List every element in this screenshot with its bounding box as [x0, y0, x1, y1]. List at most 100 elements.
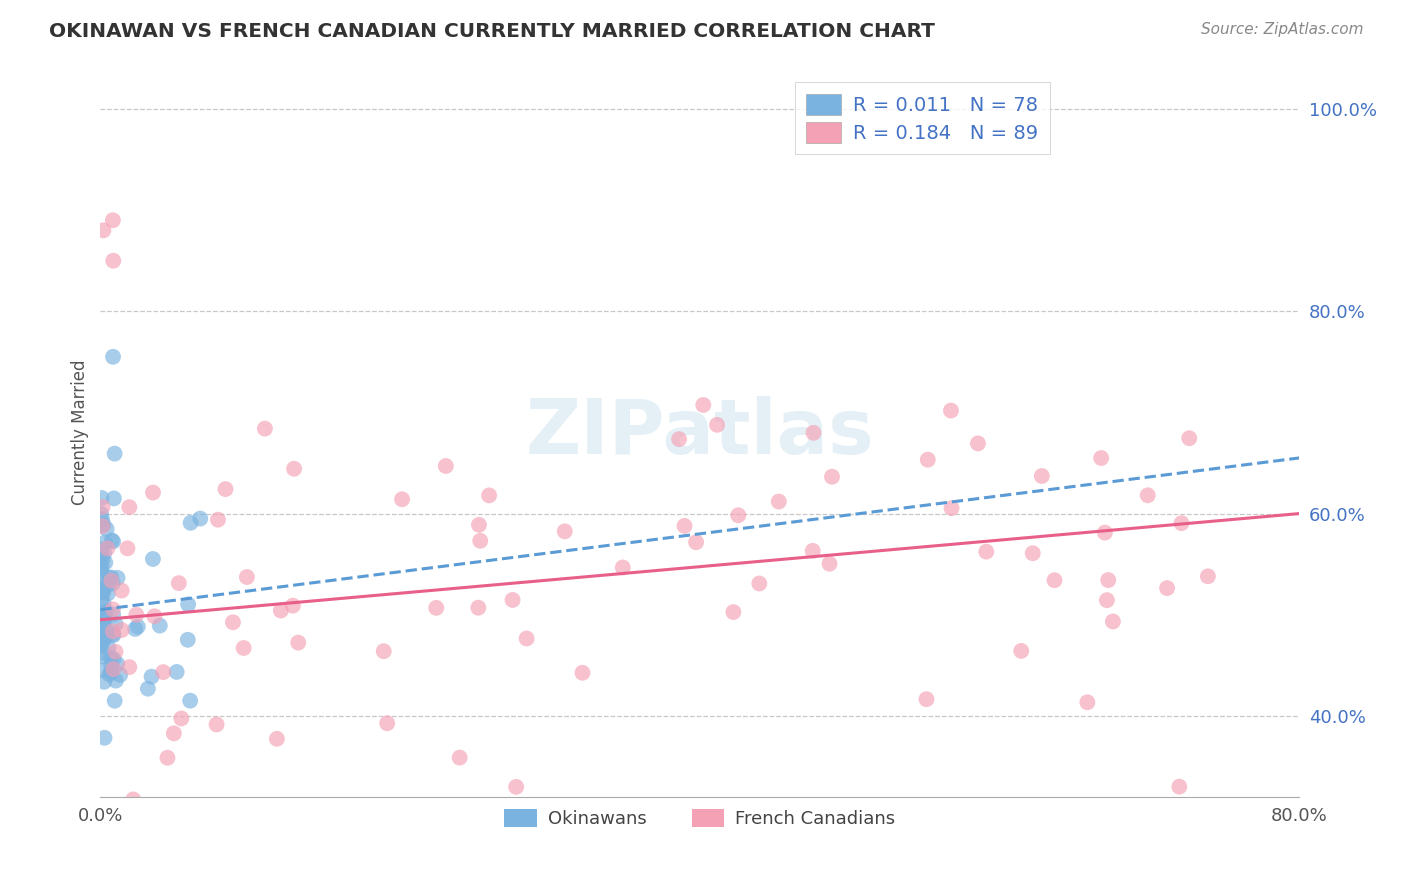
Point — [94, 626, 117, 640]
Point — [375, 716, 398, 731]
Point — [818, 557, 841, 571]
Point — [93, 546, 115, 560]
Point — [180, 516, 202, 530]
Point — [90, 632, 112, 646]
Point — [103, 662, 125, 676]
Point — [253, 421, 276, 435]
Point — [90, 562, 112, 576]
Point — [1197, 569, 1219, 583]
Point — [100, 659, 122, 673]
Point — [917, 452, 939, 467]
Point — [101, 213, 124, 227]
Point — [117, 541, 139, 556]
Point — [127, 620, 149, 634]
Point — [96, 541, 118, 556]
Point — [101, 534, 124, 549]
Point — [91, 581, 114, 595]
Point — [101, 624, 124, 639]
Point — [207, 513, 229, 527]
Point — [108, 668, 131, 682]
Point — [723, 605, 745, 619]
Point — [103, 253, 125, 268]
Point — [1031, 469, 1053, 483]
Point — [91, 663, 114, 677]
Point — [188, 511, 211, 525]
Point — [93, 223, 115, 237]
Point — [101, 533, 124, 548]
Point — [1097, 573, 1119, 587]
Point — [554, 524, 576, 539]
Point — [104, 673, 127, 688]
Point — [976, 544, 998, 558]
Point — [93, 582, 115, 597]
Point — [122, 792, 145, 806]
Point — [93, 517, 115, 532]
Point — [236, 570, 259, 584]
Point — [170, 711, 193, 725]
Point — [612, 560, 634, 574]
Point — [90, 594, 112, 608]
Text: OKINAWAN VS FRENCH CANADIAN CURRENTLY MARRIED CORRELATION CHART: OKINAWAN VS FRENCH CANADIAN CURRENTLY MA… — [49, 22, 935, 41]
Point — [90, 624, 112, 638]
Point — [1043, 573, 1066, 587]
Point — [97, 576, 120, 591]
Point — [205, 717, 228, 731]
Point — [768, 494, 790, 508]
Point — [98, 571, 121, 585]
Point — [93, 618, 115, 632]
Point — [105, 657, 128, 671]
Point — [516, 632, 538, 646]
Point — [103, 491, 125, 506]
Point — [89, 639, 111, 653]
Point — [222, 615, 245, 630]
Point — [166, 665, 188, 679]
Point — [1094, 525, 1116, 540]
Point — [1090, 450, 1112, 465]
Point — [94, 626, 117, 640]
Point — [101, 350, 124, 364]
Point — [177, 632, 200, 647]
Legend: Okinawans, French Canadians: Okinawans, French Canadians — [498, 801, 903, 835]
Point — [111, 623, 134, 637]
Point — [104, 617, 127, 632]
Point — [91, 635, 114, 649]
Point — [470, 533, 492, 548]
Point — [90, 507, 112, 521]
Point — [103, 628, 125, 642]
Point — [118, 660, 141, 674]
Point — [152, 665, 174, 679]
Point — [125, 607, 148, 622]
Point — [142, 485, 165, 500]
Point — [101, 576, 124, 591]
Point — [90, 610, 112, 624]
Point — [91, 646, 114, 660]
Point — [97, 586, 120, 600]
Point — [142, 552, 165, 566]
Point — [270, 603, 292, 617]
Point — [803, 425, 825, 440]
Point — [1022, 546, 1045, 560]
Point — [93, 674, 115, 689]
Point — [801, 544, 824, 558]
Point — [668, 432, 690, 446]
Point — [93, 596, 115, 610]
Point — [1178, 431, 1201, 445]
Point — [149, 618, 172, 632]
Point — [1136, 488, 1159, 502]
Point — [96, 604, 118, 618]
Point — [100, 570, 122, 584]
Point — [434, 458, 457, 473]
Point — [283, 462, 305, 476]
Point — [90, 549, 112, 564]
Y-axis label: Currently Married: Currently Married — [72, 359, 89, 506]
Text: Source: ZipAtlas.com: Source: ZipAtlas.com — [1201, 22, 1364, 37]
Point — [91, 519, 114, 533]
Point — [93, 632, 115, 646]
Point — [673, 519, 696, 533]
Point — [915, 692, 938, 706]
Point — [91, 585, 114, 599]
Point — [103, 652, 125, 666]
Point — [104, 447, 127, 461]
Point — [94, 629, 117, 643]
Point — [373, 644, 395, 658]
